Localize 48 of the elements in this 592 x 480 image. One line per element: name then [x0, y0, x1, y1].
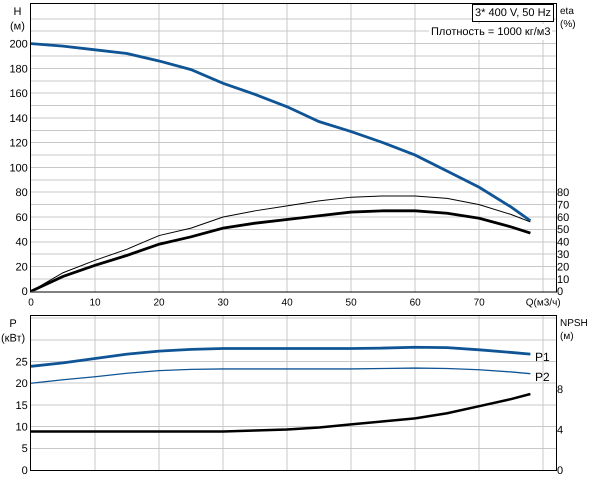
y2-tick-label: 60: [557, 212, 570, 224]
y-tick-label: 0: [22, 464, 28, 477]
y2-tick-label: 80: [557, 187, 570, 200]
y-tick-label: 160: [9, 88, 28, 100]
y-tick-label: 0: [22, 286, 28, 298]
x-tick-label: 30: [218, 297, 230, 308]
series-label: P1: [535, 350, 550, 364]
y-tick-label: 200: [9, 38, 28, 50]
annotation: Плотность = 1000 кг/м3: [431, 26, 550, 38]
y2-tick-label: 0: [557, 464, 564, 477]
y2-tick-label: 20: [557, 261, 570, 274]
y-tick-label: 20: [16, 261, 28, 274]
x-tick-label: 60: [410, 297, 422, 308]
y-tick-label: 100: [9, 162, 28, 174]
y-tick-label: 20: [16, 378, 28, 390]
y2-tick-label: 30: [557, 249, 570, 261]
y-tick-label: 25: [16, 356, 28, 368]
y-tick-label: 10: [16, 421, 28, 434]
y2-tick-label: 0: [557, 286, 564, 298]
y-tick-label: 40: [16, 236, 28, 249]
y2-tick-label: 8: [557, 384, 564, 396]
y-tick-label: 140: [9, 112, 28, 125]
y2-tick-label: 70: [557, 199, 570, 212]
y2-axis-title: NPSH (м): [560, 318, 588, 342]
y2-tick-label: 40: [557, 236, 570, 249]
x-tick-label: 50: [346, 297, 358, 308]
x-tick-label: Q(м3/ч): [526, 297, 561, 308]
y-tick-label: 80: [16, 187, 28, 200]
y-axis-title: H (м): [10, 6, 25, 32]
line-series: [31, 42, 532, 222]
y-tick-label: 180: [9, 63, 28, 76]
line-series: [31, 367, 532, 384]
x-tick-label: 20: [153, 297, 166, 308]
y-tick-label: 15: [16, 400, 28, 412]
annotation: 3* 400 V, 50 Hz: [475, 7, 552, 19]
y2-tick-label: 50: [557, 224, 570, 236]
y-tick-label: 120: [9, 138, 28, 150]
y2-tick-label: 4: [557, 424, 564, 436]
x-tick-label: 70: [474, 297, 486, 308]
series-label: P2: [535, 370, 550, 384]
y-tick-label: 5: [22, 443, 28, 456]
x-tick-label: 40: [282, 297, 294, 308]
y-axis-title: P (кВт): [1, 318, 26, 344]
y2-axis-title: eta (%): [560, 6, 576, 30]
y2-tick-label: 10: [557, 274, 570, 286]
y-tick-label: 60: [16, 212, 28, 224]
x-tick-label: 10: [89, 297, 102, 308]
line-series: [31, 346, 532, 368]
